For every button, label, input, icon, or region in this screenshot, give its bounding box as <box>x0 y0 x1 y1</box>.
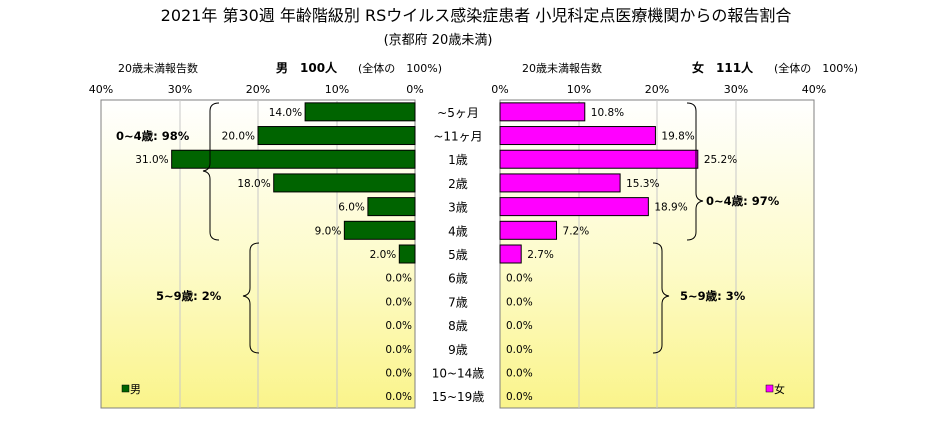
category-label: 9歳 <box>448 343 468 357</box>
male-value-label: 2.0% <box>370 249 397 261</box>
female-value-label: 7.2% <box>563 225 590 237</box>
male-tick-label: 30% <box>168 83 192 96</box>
category-label: 8歳 <box>448 319 468 333</box>
male-tick-label: 40% <box>89 83 113 96</box>
female-legend-swatch <box>765 384 774 393</box>
female-header-note: (全体の 100%) <box>774 61 858 75</box>
category-label: ~11ヶ月 <box>433 130 482 144</box>
female-bar <box>499 173 621 193</box>
category-label: 7歳 <box>448 295 468 309</box>
category-label: 2歳 <box>448 177 468 191</box>
male-0-4-brace <box>202 102 220 241</box>
male-bar <box>257 126 416 146</box>
female-value-label: 0.0% <box>506 320 533 332</box>
female-header-total: 女 111人 <box>692 60 754 75</box>
female-5-9-brace <box>652 242 670 354</box>
female-tick-label: 0% <box>491 83 508 96</box>
chart-subtitle: (京都府 20歳未満) <box>384 33 493 48</box>
category-labels: ~5ヶ月 ~11ヶ月 1歳 2歳 3歳 4歳 5歳 6歳 7歳 8歳 9歳 10~14歳 15~19歳 <box>432 106 485 404</box>
female-value-label: 10.8% <box>591 107 624 119</box>
female-tick-label: 40% <box>802 83 826 96</box>
male-bar <box>398 244 416 264</box>
male-value-label: 0.0% <box>385 391 412 403</box>
male-bar <box>273 173 416 193</box>
male-tick-label: 0% <box>406 83 423 96</box>
male-value-label: 0.0% <box>385 320 412 332</box>
female-legend: 女 <box>765 382 785 396</box>
category-label: 1歳 <box>448 153 468 167</box>
male-value-label: 14.0% <box>269 107 302 119</box>
male-value-label: 0.0% <box>385 273 412 285</box>
female-tick-label: 10% <box>567 83 591 96</box>
female-legend-label: 女 <box>774 382 785 396</box>
male-tick-label: 20% <box>246 83 270 96</box>
female-header-count: 20歳未満報告数 <box>522 62 602 75</box>
chart-title: 2021年 第30週 年齢階級別 RSウイルス感染症患者 小児科定点医療機関から… <box>161 6 792 25</box>
male-header-note: (全体の 100%) <box>358 61 442 75</box>
female-bar <box>499 220 558 240</box>
male-legend-label: 男 <box>130 383 141 396</box>
category-label: 6歳 <box>448 272 468 286</box>
female-bar <box>499 197 649 217</box>
male-value-labels: 14.0% 20.0% 31.0% 18.0% 6.0% 9.0% 2.0% 0.0% 0.0%… <box>135 107 412 403</box>
male-header-total: 男 100人 <box>276 60 338 75</box>
male-bar <box>343 220 416 240</box>
female-value-label: 25.2% <box>704 154 737 166</box>
female-bar <box>499 102 586 122</box>
male-value-label: 9.0% <box>315 225 342 237</box>
female-tick-label: 20% <box>645 83 669 96</box>
male-value-label: 20.0% <box>222 131 255 143</box>
female-value-label: 2.7% <box>527 249 554 261</box>
male-header-count: 20歳未満報告数 <box>118 62 198 75</box>
category-label: ~5ヶ月 <box>437 106 479 120</box>
male-value-label: 6.0% <box>338 202 365 214</box>
male-bar <box>171 149 416 169</box>
male-value-label: 18.0% <box>237 178 270 190</box>
female-value-label: 0.0% <box>506 344 533 356</box>
male-legend: 男 <box>121 383 141 396</box>
male-tick-label: 10% <box>325 83 349 96</box>
female-value-label: 0.0% <box>506 273 533 285</box>
braces <box>202 102 704 354</box>
female-value-label: 19.8% <box>661 131 694 143</box>
female-value-label: 0.0% <box>506 296 533 308</box>
female-5-9-annotation: 5~9歳: 3% <box>680 289 746 303</box>
female-axis-ticks: 0% 10% 20% 30% 40% <box>491 83 826 96</box>
male-bar <box>304 102 416 122</box>
female-value-label: 0.0% <box>506 391 533 403</box>
male-value-label: 31.0% <box>135 154 168 166</box>
female-value-label: 0.0% <box>506 367 533 379</box>
male-value-label: 0.0% <box>385 344 412 356</box>
male-bars <box>171 102 416 264</box>
male-value-label: 0.0% <box>385 296 412 308</box>
female-bar <box>499 126 656 146</box>
female-0-4-brace <box>686 102 704 241</box>
female-0-4-annotation: 0~4歳: 97% <box>706 194 780 208</box>
category-label: 5歳 <box>448 248 468 262</box>
female-bars <box>499 102 699 264</box>
male-bar <box>367 197 416 217</box>
male-5-9-brace <box>242 242 260 354</box>
female-value-label: 15.3% <box>626 178 659 190</box>
male-value-label: 0.0% <box>385 367 412 379</box>
male-axis-ticks: 40% 30% 20% 10% 0% <box>89 83 424 96</box>
male-legend-swatch <box>121 384 130 393</box>
category-label: 10~14歳 <box>432 366 485 380</box>
female-bar <box>499 149 699 169</box>
male-5-9-annotation: 5~9歳: 2% <box>156 289 222 303</box>
category-label: 3歳 <box>448 201 468 215</box>
female-bar <box>499 244 522 264</box>
female-tick-label: 30% <box>724 83 748 96</box>
female-value-label: 18.9% <box>654 202 687 214</box>
category-label: 4歳 <box>448 224 468 238</box>
category-label: 15~19歳 <box>432 390 485 404</box>
female-value-labels: 10.8% 19.8% 25.2% 15.3% 18.9% 7.2% 2.7% 0.0% 0.0… <box>506 107 737 403</box>
male-0-4-annotation: 0~4歳: 98% <box>116 129 190 143</box>
